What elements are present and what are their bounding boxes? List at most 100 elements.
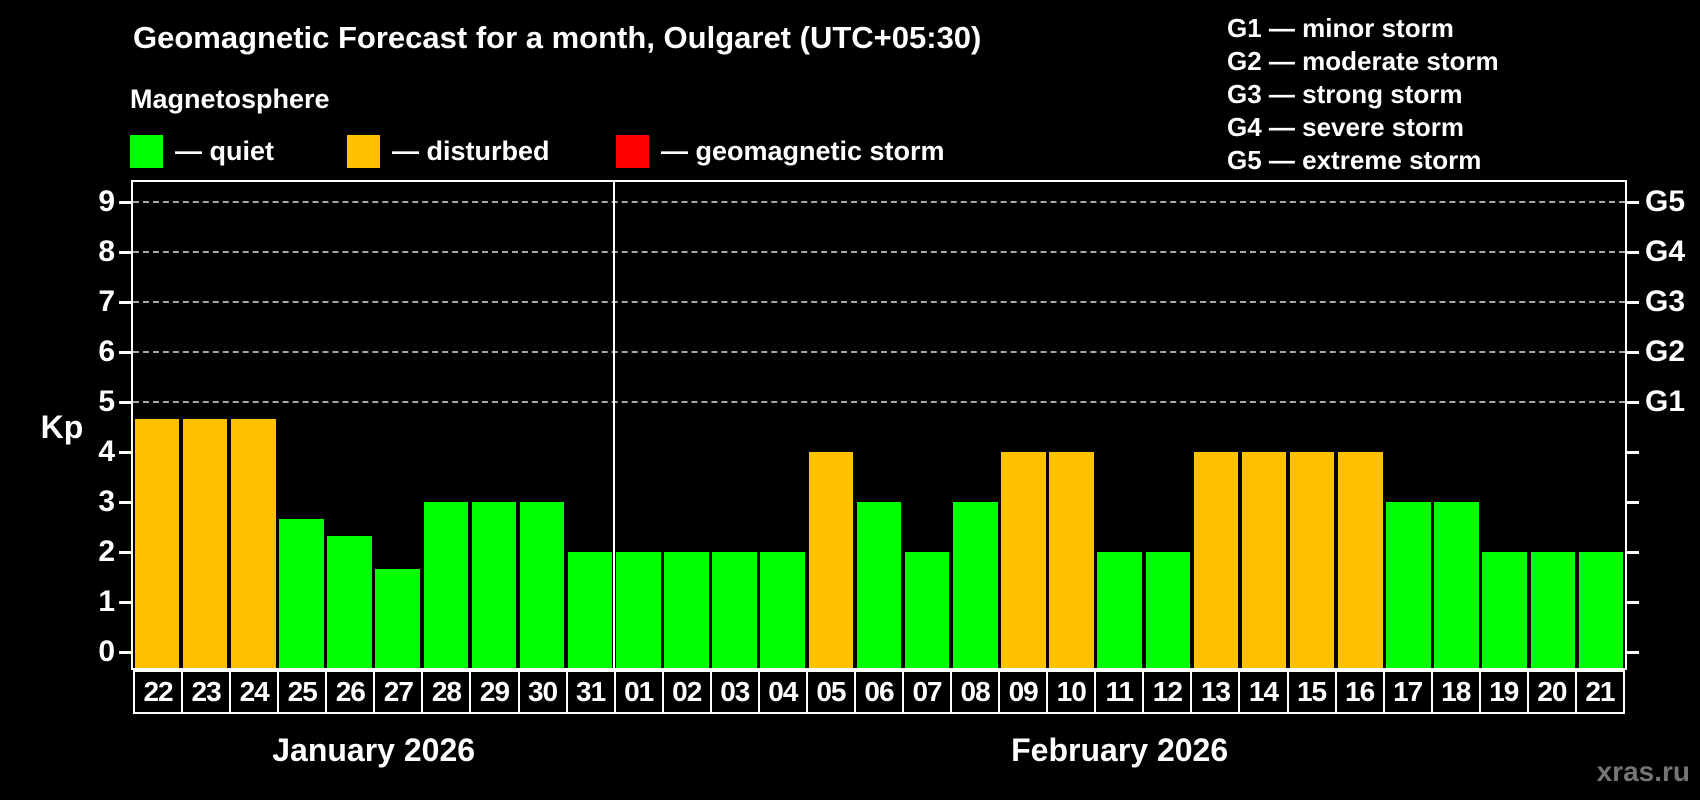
kp-tick-6 bbox=[119, 350, 131, 354]
gridline-kp5 bbox=[133, 401, 1625, 403]
bar-day-30 bbox=[519, 502, 565, 668]
bar-day-11 bbox=[1097, 552, 1142, 668]
date-cell-26: 26 bbox=[325, 670, 376, 714]
bar-day-18 bbox=[1434, 502, 1479, 668]
bar-day-05 bbox=[808, 452, 854, 668]
bar-day-10 bbox=[1049, 452, 1094, 668]
g-axis-tick-1 bbox=[1627, 600, 1639, 604]
kp-tick-label-5: 5 bbox=[98, 385, 115, 418]
month-label-january: January 2026 bbox=[272, 732, 476, 768]
bar-day-14 bbox=[1241, 452, 1287, 668]
kp-tick-9 bbox=[119, 200, 131, 204]
date-cell-25: 25 bbox=[277, 670, 328, 714]
legend-label-disturbed: — disturbed bbox=[392, 136, 550, 166]
date-cell-12: 12 bbox=[1142, 670, 1193, 714]
chart-title: Geomagnetic Forecast for a month, Oulgar… bbox=[133, 20, 982, 55]
gridline-kp6 bbox=[133, 351, 1625, 353]
date-cell-03: 03 bbox=[709, 670, 760, 714]
g-axis-tick-8 bbox=[1627, 250, 1639, 254]
kp-tick-label-1: 1 bbox=[98, 585, 115, 618]
bar-day-17 bbox=[1386, 502, 1431, 668]
date-cell-24: 24 bbox=[229, 670, 280, 714]
kp-axis-label: Kp bbox=[40, 409, 84, 445]
date-cell-17: 17 bbox=[1382, 670, 1433, 714]
date-cell-31: 31 bbox=[565, 670, 616, 714]
bar-day-16 bbox=[1338, 452, 1383, 668]
month-label-february: February 2026 bbox=[1011, 732, 1229, 768]
g-axis-tick-5 bbox=[1627, 400, 1639, 404]
plot-area bbox=[131, 180, 1627, 670]
storm-scale-g4: G4 — severe storm bbox=[1227, 112, 1465, 142]
storm-color-swatch bbox=[616, 135, 649, 168]
date-cell-07: 07 bbox=[902, 670, 953, 714]
date-cell-13: 13 bbox=[1190, 670, 1241, 714]
date-cell-11: 11 bbox=[1094, 670, 1145, 714]
kp-tick-label-6: 6 bbox=[98, 335, 115, 368]
date-cell-16: 16 bbox=[1334, 670, 1385, 714]
g-label-g4: G4 bbox=[1645, 235, 1686, 268]
date-cell-20: 20 bbox=[1526, 670, 1577, 714]
bar-day-06 bbox=[856, 502, 902, 668]
bar-day-31 bbox=[567, 552, 613, 668]
date-cell-28: 28 bbox=[421, 670, 472, 714]
date-cell-23: 23 bbox=[181, 670, 232, 714]
bar-day-25 bbox=[279, 518, 324, 668]
legend-item-quiet: — quiet bbox=[130, 135, 274, 168]
g-label-g2: G2 bbox=[1645, 335, 1686, 368]
kp-tick-1 bbox=[119, 600, 131, 604]
g-label-g1: G1 bbox=[1645, 385, 1686, 418]
bar-day-07 bbox=[904, 552, 950, 668]
kp-tick-label-9: 9 bbox=[98, 185, 115, 218]
g-axis-tick-0 bbox=[1627, 650, 1639, 654]
bar-day-09 bbox=[1001, 452, 1046, 668]
bar-day-24 bbox=[231, 418, 276, 668]
storm-scale-g1: G1 — minor storm bbox=[1227, 13, 1454, 43]
kp-tick-0 bbox=[119, 650, 131, 654]
bar-day-08 bbox=[952, 502, 998, 668]
date-cell-10: 10 bbox=[1046, 670, 1097, 714]
magnetosphere-label: Magnetosphere bbox=[130, 84, 330, 114]
bar-day-01 bbox=[616, 552, 661, 668]
bar-day-13 bbox=[1193, 452, 1239, 668]
g-axis-tick-2 bbox=[1627, 550, 1639, 554]
bar-day-12 bbox=[1145, 552, 1191, 668]
date-cell-05: 05 bbox=[805, 670, 856, 714]
bar-day-28 bbox=[423, 502, 469, 668]
legend-label-storm: — geomagnetic storm bbox=[661, 136, 945, 166]
date-cell-21: 21 bbox=[1574, 670, 1625, 714]
date-cell-01: 01 bbox=[613, 670, 664, 714]
storm-scale-g3: G3 — strong storm bbox=[1227, 79, 1463, 109]
month-separator-line bbox=[613, 182, 616, 668]
kp-tick-7 bbox=[119, 300, 131, 304]
kp-tick-label-0: 0 bbox=[98, 635, 115, 668]
kp-tick-label-8: 8 bbox=[98, 235, 115, 268]
bar-day-19 bbox=[1482, 552, 1527, 668]
legend-item-storm: — geomagnetic storm bbox=[616, 135, 945, 168]
bar-day-23 bbox=[182, 418, 228, 668]
bar-day-29 bbox=[471, 502, 517, 668]
g-axis-tick-7 bbox=[1627, 300, 1639, 304]
bar-day-27 bbox=[375, 568, 420, 668]
storm-scale-g5: G5 — extreme storm bbox=[1227, 145, 1482, 175]
kp-tick-label-4: 4 bbox=[98, 435, 115, 468]
bar-day-21 bbox=[1578, 552, 1624, 668]
bar-day-20 bbox=[1530, 552, 1576, 668]
g-label-g3: G3 bbox=[1645, 285, 1686, 318]
date-cell-15: 15 bbox=[1286, 670, 1337, 714]
kp-tick-label-3: 3 bbox=[98, 485, 115, 518]
bar-day-22 bbox=[134, 418, 180, 668]
legend-item-disturbed: — disturbed bbox=[347, 135, 550, 168]
kp-tick-3 bbox=[119, 500, 131, 504]
kp-tick-label-7: 7 bbox=[98, 285, 115, 318]
g-axis-tick-6 bbox=[1627, 350, 1639, 354]
kp-tick-label-2: 2 bbox=[98, 535, 115, 568]
date-cell-04: 04 bbox=[757, 670, 808, 714]
date-cell-27: 27 bbox=[373, 670, 424, 714]
date-cell-29: 29 bbox=[469, 670, 520, 714]
g-axis-tick-4 bbox=[1627, 450, 1639, 454]
g-axis-tick-3 bbox=[1627, 500, 1639, 504]
date-cell-08: 08 bbox=[950, 670, 1001, 714]
bar-day-03 bbox=[712, 552, 757, 668]
storm-scale-g2: G2 — moderate storm bbox=[1227, 46, 1499, 76]
